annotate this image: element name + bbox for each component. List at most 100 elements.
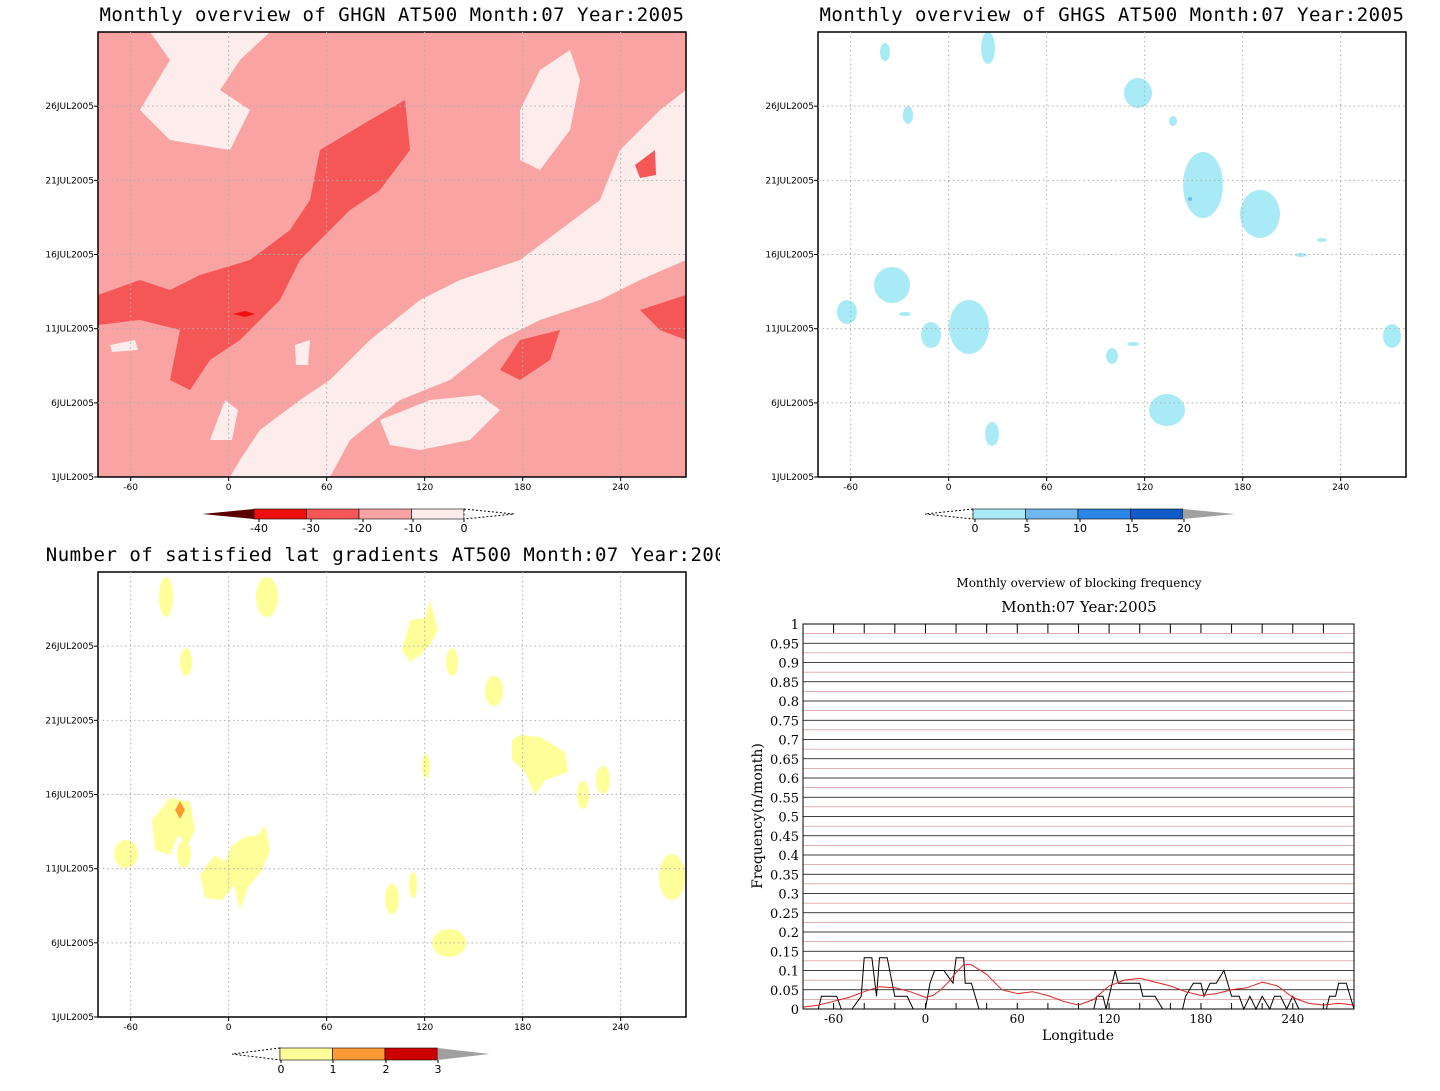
x-tick-labels: -60 0 60 120 180 240 [843, 483, 1349, 493]
y-tick-label: 0.75 [770, 714, 799, 729]
gridlines [814, 32, 1406, 481]
y-tick-label: 16JUL2005 [45, 791, 94, 801]
colorbar-box [253, 508, 307, 520]
colorbar-label: 0 [278, 1063, 285, 1076]
y-tick-label: 0.55 [770, 791, 799, 806]
contour-fill [114, 577, 685, 957]
colorbar-box [411, 508, 465, 520]
y-tick-label: 0.85 [770, 676, 799, 691]
colorbar-box [358, 508, 412, 520]
y-tick-label: 11JUL2005 [45, 865, 94, 875]
colorbar-label: -30 [302, 522, 320, 535]
colorbar-label: 1 [330, 1063, 337, 1076]
colorbar-label: 3 [435, 1063, 442, 1076]
x-tick-label: 180 [514, 483, 531, 493]
y-tick-label: 0.3 [778, 888, 799, 903]
colorbar: 0 1 2 3 [231, 1047, 490, 1076]
contour-fill [837, 32, 1401, 446]
colorbar-label: 2 [383, 1063, 390, 1076]
x-tick-label: 0 [922, 1012, 930, 1026]
colorbar-triangle-left [924, 508, 974, 520]
x-tick-label: 240 [612, 1023, 629, 1033]
y-tick-label: 0.8 [778, 695, 799, 710]
colorbar-box [332, 1047, 386, 1061]
chart-title: Monthly overview of GHGS AT500 Month:07 … [819, 4, 1404, 26]
series-line-black [803, 957, 1355, 1011]
y-tick-labels: 1JUL2005 6JUL2005 11JUL2005 16JUL2005 21JUL2… [765, 102, 814, 483]
colorbar: -40 -30 -20 -10 0 [202, 508, 515, 535]
x-tick-label: -60 [843, 483, 858, 493]
colorbar: 0 5 10 15 20 [924, 508, 1235, 535]
colorbar-label: 0 [972, 522, 979, 535]
y-tick-label: 26JUL2005 [765, 102, 814, 112]
x-tick-label: 120 [416, 483, 433, 493]
ghgs-chart: Monthly overview of GHGS AT500 Month:07 … [765, 4, 1407, 535]
x-tick-label: -60 [824, 1012, 843, 1026]
y-tick-label: 0.05 [770, 984, 799, 999]
chart-title: Number of satisfied lat gradients AT500 … [46, 544, 720, 566]
x-tick-label: 120 [416, 1023, 433, 1033]
y-tick-label: 26JUL2005 [45, 102, 94, 112]
x-tick-label: 180 [514, 1023, 531, 1033]
colorbar-label: 5 [1024, 522, 1031, 535]
colorbar-label: 10 [1073, 522, 1087, 535]
x-tick-label: 0 [226, 1023, 232, 1033]
colorbar-label: 0 [461, 522, 468, 535]
x-tick-label: 240 [1281, 1012, 1304, 1026]
x-tick-label: 60 [321, 1023, 333, 1033]
x-tick-label: -60 [123, 483, 138, 493]
y-tick-label: 1JUL2005 [51, 473, 94, 483]
ghgn-chart: Monthly overview of GHGN AT500 Month:07 … [45, 4, 687, 535]
x-tick-label: 0 [946, 483, 952, 493]
y-tick-label: 16JUL2005 [45, 251, 94, 261]
chart-subtitle: Month:07 Year:2005 [1001, 598, 1156, 616]
series-line-red [802, 964, 1355, 1008]
x-tick-label: 180 [1189, 1012, 1212, 1026]
x-tick-labels: -60 0 60 120 180 240 [123, 1023, 629, 1033]
frequency-chart: Monthly overview of blocking frequency M… [750, 576, 1355, 1044]
y-tick-label: 21JUL2005 [45, 176, 94, 186]
colorbar-box [384, 1047, 438, 1061]
y-tick-label: 0.15 [770, 945, 799, 960]
chart-title: Monthly overview of GHGN AT500 Month:07 … [99, 4, 684, 26]
tick-marks [802, 624, 1355, 1009]
y-tick-label: 6JUL2005 [51, 939, 94, 949]
gridlines [94, 32, 686, 481]
y-tick-label: 0.45 [770, 830, 799, 845]
chart-title: Monthly overview of blocking frequency [956, 576, 1201, 590]
y-tick-label: 0.9 [778, 657, 799, 672]
x-tick-label: 60 [1041, 483, 1053, 493]
y-tick-label: 0.5 [778, 811, 799, 826]
y-tick-label: 0.2 [778, 926, 799, 941]
y-tick-label: 0.7 [778, 734, 799, 749]
x-tick-label: 60 [321, 483, 333, 493]
y-tick-label: 1 [791, 618, 799, 633]
y-tick-label: 0.95 [770, 637, 799, 652]
y-tick-label: 26JUL2005 [45, 642, 94, 652]
y-tick-labels: 0 0.05 0.1 0.15 0.2 0.25 0.3 0.35 0.4 0.45 0.5 0.55… [770, 618, 799, 1018]
colorbar-box [1130, 508, 1184, 520]
gridlines [94, 572, 686, 1021]
y-tick-label: 1JUL2005 [771, 473, 814, 483]
y-tick-label: 21JUL2005 [765, 176, 814, 186]
colorbar-label: 20 [1177, 522, 1191, 535]
y-tick-label: 11JUL2005 [765, 325, 814, 335]
y-tick-label: 6JUL2005 [771, 399, 814, 409]
colorbar-box [1077, 508, 1131, 520]
colorbar-label: -20 [354, 522, 372, 535]
y-tick-label: 16JUL2005 [765, 251, 814, 261]
colorbar-label: 15 [1125, 522, 1139, 535]
colorbar-triangle-right [463, 508, 515, 520]
y-tick-labels: 1JUL2005 6JUL2005 11JUL2005 16JUL2005 21JUL2… [45, 642, 94, 1023]
y-tick-label: 0.35 [770, 868, 799, 883]
series-lines [802, 957, 1355, 1011]
colorbar-box [306, 508, 360, 520]
y-tick-label: 0.65 [770, 753, 799, 768]
y-tick-labels: 1JUL2005 6JUL2005 11JUL2005 16JUL2005 21JUL2… [45, 102, 94, 483]
colorbar-box [279, 1047, 333, 1061]
y-tick-label: 1JUL2005 [51, 1013, 94, 1023]
colorbar-box [972, 508, 1026, 520]
colorbar-triangle-left [202, 509, 254, 519]
x-tick-label: 240 [612, 483, 629, 493]
y-axis-label: Frequency(n/month) [750, 743, 766, 889]
